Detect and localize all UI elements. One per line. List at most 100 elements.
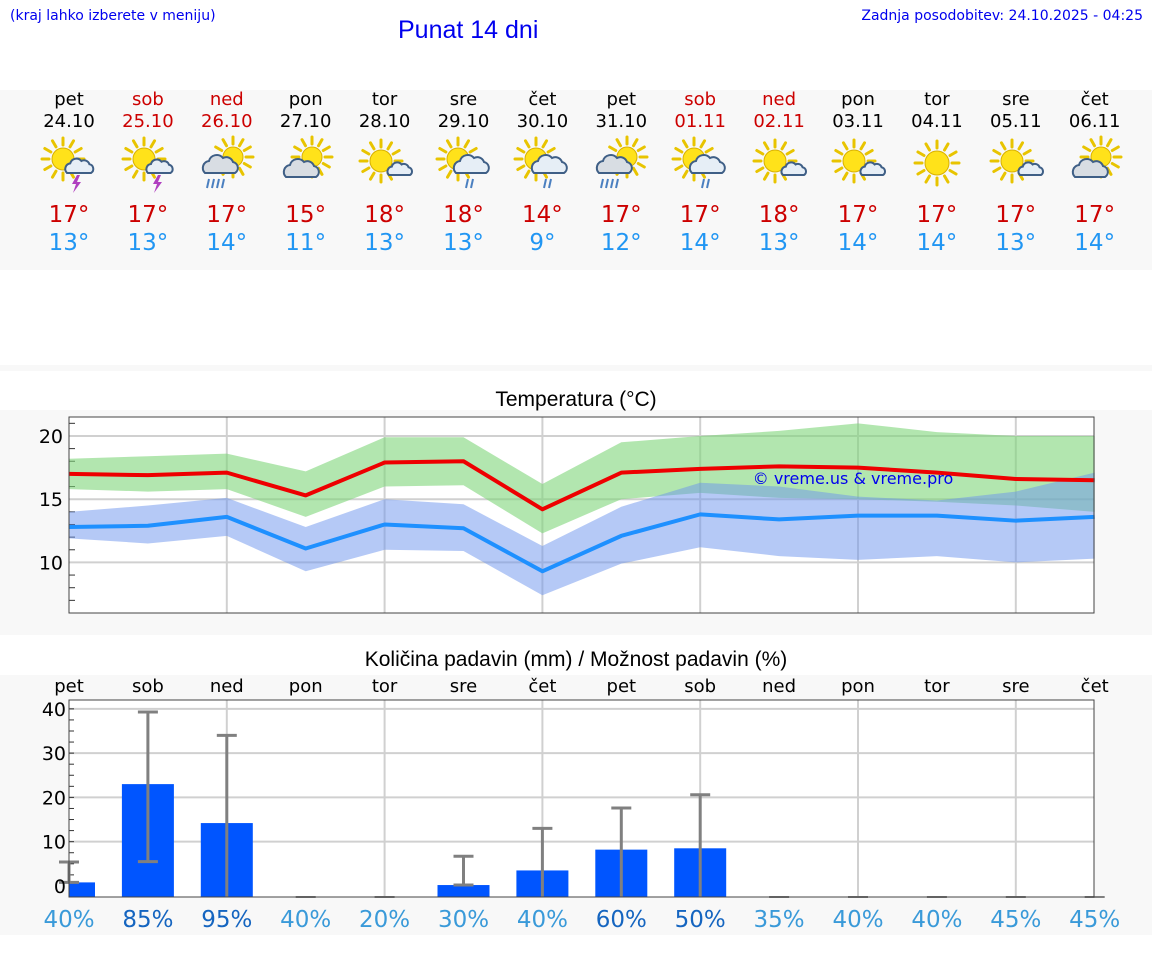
cloud-sun-icon <box>1071 135 1123 179</box>
precip-day-label: sre <box>1002 676 1029 697</box>
day-name: ned <box>762 89 797 110</box>
temp-max: 18° <box>758 202 800 228</box>
temp-ytick-label: 20 <box>39 426 63 448</box>
day-column: sob 01.11 17° 14° <box>661 89 739 257</box>
temp-max: 18° <box>443 202 484 228</box>
sun-small-cloud-icon <box>358 138 413 184</box>
day-column: sre 05.11 17° 13° <box>977 89 1055 257</box>
precip-error-bar <box>216 733 237 897</box>
precip-title: Količina padavin (mm) / Možnost padavin … <box>364 648 788 671</box>
precip-probability: 45% <box>1069 907 1120 933</box>
temp-ytick-label: 15 <box>39 489 63 511</box>
min-temp-line <box>68 512 1095 574</box>
temp-min: 13° <box>127 230 169 256</box>
day-date: 28.10 <box>358 111 411 132</box>
day-column: tor 04.11 17° 14° <box>898 89 976 257</box>
precip-probability: 30% <box>438 907 489 933</box>
precip-error-bar <box>137 710 158 864</box>
temp-min: 13° <box>48 230 90 256</box>
day-column: pon 03.11 17° 14° <box>819 89 897 257</box>
temp-min: 13° <box>443 230 484 256</box>
day-date: 26.10 <box>201 111 253 132</box>
day-column: tor 28.10 18° 13° <box>346 89 424 257</box>
temp-min: 14° <box>916 230 958 256</box>
precip-probability: 40% <box>280 907 331 933</box>
temp-plot-frame <box>68 416 1095 614</box>
watermark: © vreme.us & vreme.pro <box>753 469 954 488</box>
day-name: pet <box>54 89 84 110</box>
last-update: Zadnja posodobitev: 24.10.2025 - 04:25 <box>861 8 1143 24</box>
day-column: sre 29.10 18° 13° <box>425 89 503 257</box>
sun-cloud-rain-icon <box>671 136 726 189</box>
temp-min: 13° <box>364 230 405 256</box>
day-date: 27.10 <box>279 111 332 132</box>
sun-cloud-heavy-rain-icon <box>596 135 649 189</box>
precip-probability: 85% <box>122 907 173 933</box>
spacer-band <box>0 365 1152 371</box>
day-name: tor <box>924 89 950 110</box>
temp-min: 14° <box>679 230 721 256</box>
day-date: 31.10 <box>595 111 648 132</box>
precip-day-label: tor <box>372 676 398 697</box>
max-temp-line <box>68 459 1095 512</box>
temp-max: 17° <box>600 202 642 228</box>
precip-error-bar <box>532 826 553 897</box>
day-column: čet 06.11 17° 14° <box>1056 89 1134 257</box>
day-name: pon <box>841 89 875 110</box>
precip-day-label: sob <box>684 676 716 697</box>
precip-ytick-label: 20 <box>42 787 66 809</box>
day-name: pet <box>606 89 637 110</box>
location-menu-hint[interactable]: (kraj lahko izberete v meniju) <box>10 8 216 24</box>
day-name: sre <box>1002 89 1030 110</box>
precip-probability: 40% <box>911 907 962 933</box>
temp-max: 17° <box>916 202 958 228</box>
precip-probability: 40% <box>832 907 883 933</box>
temp-max: 15° <box>285 202 327 228</box>
temp-min: 13° <box>995 230 1037 256</box>
day-column: pon 27.10 15° 11° <box>267 89 345 257</box>
temp-max: 17° <box>127 202 169 228</box>
temp-min: 11° <box>285 230 327 256</box>
temp-max: 17° <box>837 202 879 228</box>
day-date: 25.10 <box>122 111 174 132</box>
precip-day-label: ned <box>210 676 244 697</box>
precip-day-label: ned <box>762 676 796 697</box>
precip-day-label: čet <box>1081 676 1109 697</box>
precip-day-label: pet <box>54 676 84 697</box>
day-column: sob 25.10 17° 13° <box>109 89 187 257</box>
temp-ytick-label: 10 <box>39 552 63 574</box>
temperature-title: Temperatura (°C) <box>495 388 657 411</box>
temperature-chart: 10 15 20 © vreme.us & vreme.pro <box>39 416 1095 614</box>
day-date: 01.11 <box>674 111 726 132</box>
sun-cloud-heavy-rain-icon <box>201 135 255 189</box>
day-date: 03.11 <box>832 111 884 132</box>
precip-probability: 35% <box>754 907 805 933</box>
day-name: sob <box>131 89 164 110</box>
temp-min: 14° <box>837 230 879 256</box>
precip-ytick-label: 40 <box>42 699 66 721</box>
precip-probability: 50% <box>675 907 726 933</box>
forecast-panel <box>0 90 1152 270</box>
sun-storm-icon <box>121 136 174 193</box>
day-column: ned 02.11 18° 13° <box>740 89 818 257</box>
sun-cloud-rain-icon <box>513 136 569 189</box>
precip-probability: 40% <box>43 907 94 933</box>
precip-ytick-label: 30 <box>42 743 66 765</box>
temp-min: 9° <box>529 230 556 256</box>
precip-error-bar <box>453 854 474 887</box>
precip-ytick-label: 10 <box>42 832 66 854</box>
day-column: pet 24.10 17° 13° <box>30 89 108 257</box>
day-column: čet 30.10 14° 9° <box>503 89 581 257</box>
temp-min: 12° <box>600 230 642 256</box>
day-date: 02.11 <box>753 111 805 132</box>
min-temp-band <box>69 472 1095 596</box>
sun-cloud-storm-icon <box>40 136 95 193</box>
day-date: 05.11 <box>990 111 1042 132</box>
temp-max: 18° <box>364 202 405 228</box>
max-temp-band <box>69 423 1095 534</box>
day-name: sob <box>684 89 717 110</box>
day-date: 04.11 <box>911 111 963 132</box>
temp-min: 13° <box>758 230 800 256</box>
precip-error-bar <box>690 793 711 897</box>
